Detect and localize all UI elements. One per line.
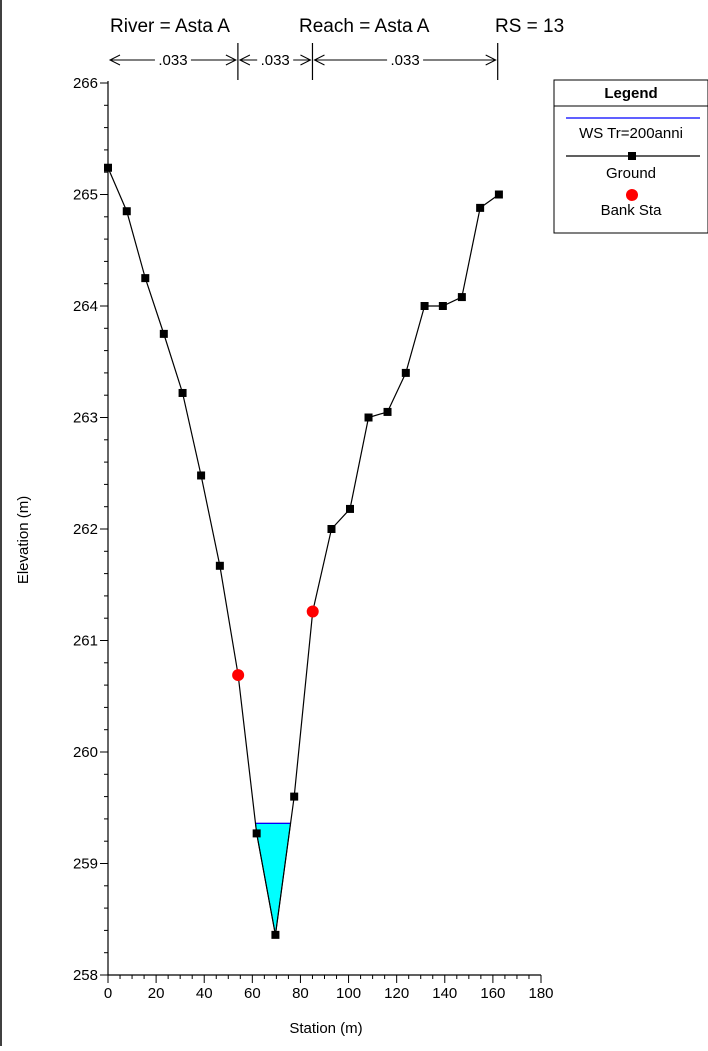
ground-point xyxy=(401,368,410,377)
bank-station-series xyxy=(232,605,319,682)
y-tick-label: 260 xyxy=(73,744,98,761)
ground-point xyxy=(252,829,261,838)
manning-arrow-head-right xyxy=(300,54,312,66)
ground-point xyxy=(104,163,112,172)
ground-point xyxy=(141,274,150,283)
y-axis-label: Elevation (m) xyxy=(15,496,32,584)
ground-point xyxy=(215,561,224,570)
manning-arrow-head-left xyxy=(313,54,325,66)
ground-point xyxy=(345,504,354,513)
x-tick-label: 80 xyxy=(292,985,309,1002)
title-river: River = Asta A xyxy=(110,16,230,37)
x-axis-label: Station (m) xyxy=(289,1020,362,1037)
y-tick-label: 264 xyxy=(73,298,98,315)
legend-title: Legend xyxy=(604,85,657,102)
axes: 258 259 260 261 262 263 264 265 266 0 20 40 60 80 100 1… xyxy=(73,75,554,1002)
manning-n-label: .033 xyxy=(390,52,419,69)
y-tick-label: 266 xyxy=(73,75,98,92)
ground-point xyxy=(476,203,485,212)
manning-n-label: .033 xyxy=(261,52,290,69)
legend-ws-label: WS Tr=200anni xyxy=(579,125,683,142)
manning-n-annotations: .033 .033 .033 xyxy=(108,43,499,80)
legend-bank-marker xyxy=(626,189,638,201)
x-tick-label: 100 xyxy=(336,985,361,1002)
ground-point xyxy=(178,388,187,397)
water-fill xyxy=(254,822,292,935)
ground-point xyxy=(457,293,466,302)
manning-arrow-head-right xyxy=(485,54,497,66)
ground-line xyxy=(107,167,500,935)
ground-point xyxy=(290,792,299,801)
x-tick-label: 60 xyxy=(244,985,261,1002)
x-tick-label: 120 xyxy=(384,985,409,1002)
ground-point xyxy=(420,302,429,310)
manning-n-label: .033 xyxy=(158,52,187,69)
y-tick-label: 258 xyxy=(73,967,98,984)
ground-point xyxy=(364,413,373,422)
x-tick-label: 20 xyxy=(148,985,165,1002)
legend: Legend WS Tr=200anni Ground Bank Sta xyxy=(553,79,708,234)
title-reach: Reach = Asta A xyxy=(299,16,430,37)
legend-ground-marker xyxy=(628,152,636,160)
y-tick-label: 259 xyxy=(73,856,98,873)
title-rs: RS = 13 xyxy=(495,16,564,37)
x-tick-label: 40 xyxy=(196,985,213,1002)
bank-station-point xyxy=(306,605,319,618)
y-tick-label: 263 xyxy=(73,410,98,427)
ground-point xyxy=(494,190,503,199)
legend-bank-label: Bank Sta xyxy=(601,202,663,219)
bank-station-point xyxy=(232,669,245,682)
legend-ground-label: Ground xyxy=(606,165,656,182)
ground-point xyxy=(271,930,280,939)
y-tick-label: 262 xyxy=(73,521,98,538)
manning-arrow-head-right xyxy=(225,54,238,66)
x-tick-label: 160 xyxy=(480,985,505,1002)
ground-series xyxy=(104,163,503,939)
y-tick-label: 265 xyxy=(73,187,98,204)
ground-point xyxy=(438,302,447,310)
x-tick-label: 0 xyxy=(104,985,112,1002)
ground-point xyxy=(197,471,206,480)
x-tick-label: 180 xyxy=(528,985,553,1002)
ground-point xyxy=(327,525,336,533)
ground-point xyxy=(122,207,131,216)
manning-arrow-head-left xyxy=(238,54,251,66)
ground-point xyxy=(383,407,392,416)
y-tick-label: 261 xyxy=(73,633,98,650)
water-surface xyxy=(254,822,292,935)
x-tick-label: 140 xyxy=(432,985,457,1002)
manning-arrow-head-left xyxy=(108,54,121,66)
ground-point xyxy=(159,329,168,338)
